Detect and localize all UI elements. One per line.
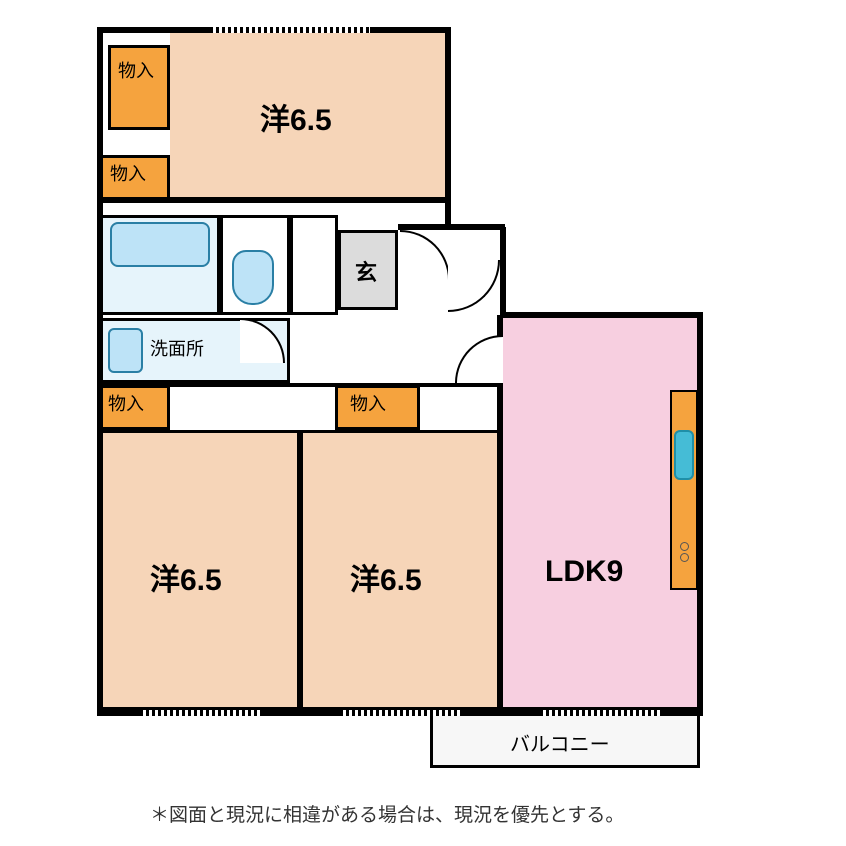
toilet-bowl bbox=[232, 250, 274, 305]
wash-sink bbox=[108, 328, 143, 373]
window-mark bbox=[140, 710, 260, 716]
bedroom-bl-label: 洋6.5 bbox=[150, 555, 222, 599]
wall bbox=[297, 430, 303, 713]
wall bbox=[497, 383, 503, 713]
entrance-shoe-box bbox=[290, 215, 338, 315]
window-mark bbox=[210, 27, 370, 33]
ldk-label: LDK9 bbox=[545, 555, 623, 589]
door-arc bbox=[400, 230, 450, 280]
wall bbox=[97, 197, 448, 203]
closet-1 bbox=[108, 45, 170, 130]
wall bbox=[500, 227, 506, 315]
balcony-label: バルコニー bbox=[510, 728, 610, 757]
door-arc bbox=[448, 260, 500, 312]
kitchen-stove bbox=[676, 540, 692, 580]
bath-tub bbox=[110, 222, 210, 267]
window-mark bbox=[340, 710, 460, 716]
disclaimer-text: ＊図面と現況に相違がある場合は、現況を優先とする。 bbox=[150, 800, 624, 827]
closet-4-label: 物入 bbox=[350, 395, 386, 415]
washroom-label: 洗面所 bbox=[150, 335, 204, 361]
wall bbox=[97, 27, 103, 713]
wall bbox=[97, 383, 503, 387]
closet-1-label: 物入 bbox=[118, 62, 154, 82]
closet-2-label: 物入 bbox=[110, 165, 146, 185]
wall bbox=[697, 312, 703, 713]
wall bbox=[398, 224, 505, 230]
bedroom-top-label: 洋6.5 bbox=[260, 95, 332, 139]
entrance-label: 玄 bbox=[355, 255, 377, 287]
closet-3-label: 物入 bbox=[108, 395, 144, 415]
kitchen-sink bbox=[674, 430, 694, 480]
wall bbox=[500, 312, 703, 318]
window-mark bbox=[540, 710, 660, 716]
floorplan-canvas: 物入 物入 洗面所 玄 物入 物入 バルコニー 洋6.5 洋6.5 洋6.5 L… bbox=[0, 0, 846, 846]
bedroom-bm-label: 洋6.5 bbox=[350, 555, 422, 599]
